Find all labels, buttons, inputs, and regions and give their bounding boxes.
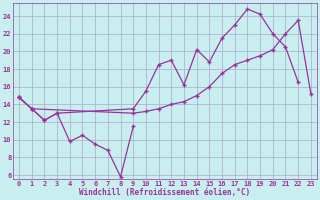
X-axis label: Windchill (Refroidissement éolien,°C): Windchill (Refroidissement éolien,°C) — [79, 188, 251, 197]
